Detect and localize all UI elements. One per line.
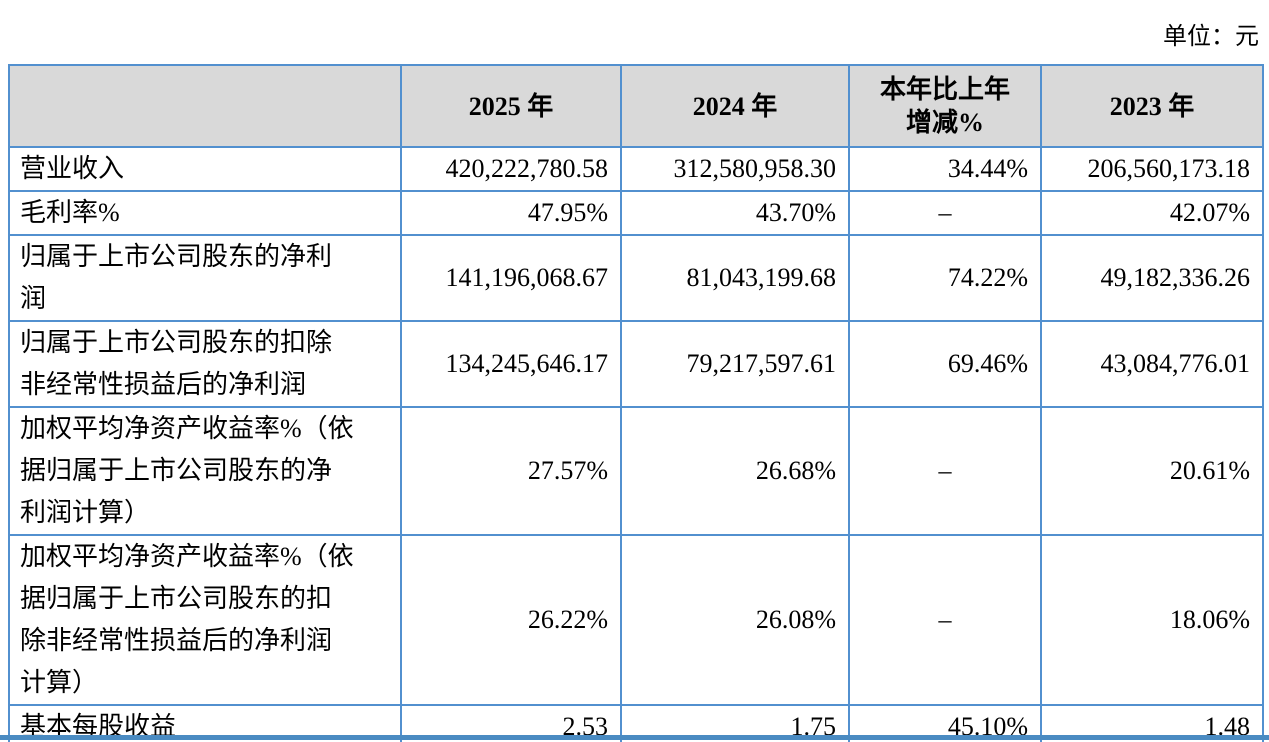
value-2023: 20.61% [1040, 406, 1264, 536]
value-2025: 134,245,646.17 [400, 320, 622, 408]
header-2024: 2024 年 [620, 64, 850, 148]
header-item [8, 64, 402, 148]
value-2025: 47.95% [400, 190, 622, 236]
header-change: 本年比上年增减% [848, 64, 1042, 148]
value-change: 74.22% [848, 234, 1042, 322]
table-row-weighted-roe-deducted: 加权平均净资产收益率%（依据归属于上市公司股东的扣除非经常性损益后的净利润计算）… [8, 534, 1264, 706]
table-header: 2025 年 2024 年 本年比上年增减% 2023 年 [8, 64, 1264, 148]
table-row-net-profit: 归属于上市公司股东的净利润 141,196,068.67 81,043,199.… [8, 234, 1264, 322]
financial-summary-table: 2025 年 2024 年 本年比上年增减% 2023 年 营业收入 420,2… [8, 64, 1264, 742]
value-2025: 141,196,068.67 [400, 234, 622, 322]
value-2023: 42.07% [1040, 190, 1264, 236]
value-change: 34.44% [848, 146, 1042, 192]
table-body: 营业收入 420,222,780.58 312,580,958.30 34.44… [8, 146, 1264, 742]
row-label: 加权平均净资产收益率%（依据归属于上市公司股东的扣除非经常性损益后的净利润计算） [8, 534, 402, 706]
header-2023: 2023 年 [1040, 64, 1264, 148]
value-2024: 81,043,199.68 [620, 234, 850, 322]
row-label: 加权平均净资产收益率%（依据归属于上市公司股东的净利润计算） [8, 406, 402, 536]
value-change: 69.46% [848, 320, 1042, 408]
value-2024: 26.68% [620, 406, 850, 536]
bottom-divider-line [0, 735, 1269, 740]
value-2024: 312,580,958.30 [620, 146, 850, 192]
value-2023: 49,182,336.26 [1040, 234, 1264, 322]
unit-label: 单位：元 [1163, 24, 1259, 50]
value-2023: 18.06% [1040, 534, 1264, 706]
row-label: 毛利率% [8, 190, 402, 236]
value-2023: 43,084,776.01 [1040, 320, 1264, 408]
value-2024: 43.70% [620, 190, 850, 236]
value-2023: 206,560,173.18 [1040, 146, 1264, 192]
value-2024: 26.08% [620, 534, 850, 706]
value-change: – [848, 406, 1042, 536]
header-row: 2025 年 2024 年 本年比上年增减% 2023 年 [8, 64, 1264, 148]
value-2024: 79,217,597.61 [620, 320, 850, 408]
value-2025: 27.57% [400, 406, 622, 536]
table-row-gross-margin: 毛利率% 47.95% 43.70% – 42.07% [8, 190, 1264, 236]
value-2025: 26.22% [400, 534, 622, 706]
value-change: – [848, 534, 1042, 706]
row-label: 归属于上市公司股东的扣除非经常性损益后的净利润 [8, 320, 402, 408]
table-row-weighted-roe: 加权平均净资产收益率%（依据归属于上市公司股东的净利润计算） 27.57% 26… [8, 406, 1264, 536]
value-change: – [848, 190, 1042, 236]
row-label: 营业收入 [8, 146, 402, 192]
header-2025: 2025 年 [400, 64, 622, 148]
value-2025: 420,222,780.58 [400, 146, 622, 192]
row-label: 归属于上市公司股东的净利润 [8, 234, 402, 322]
table-row-revenue: 营业收入 420,222,780.58 312,580,958.30 34.44… [8, 146, 1264, 192]
table-row-net-profit-deducted: 归属于上市公司股东的扣除非经常性损益后的净利润 134,245,646.17 7… [8, 320, 1264, 408]
